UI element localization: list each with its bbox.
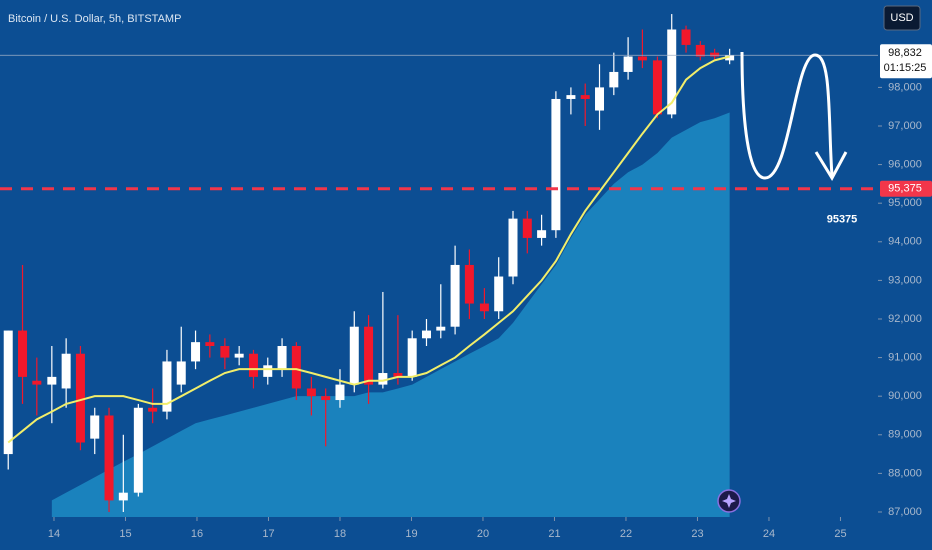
candle-body xyxy=(580,95,590,99)
candle-body xyxy=(205,342,215,347)
forecast-arrow xyxy=(740,51,834,180)
candle-body xyxy=(450,264,460,327)
x-tick-label: 25 xyxy=(834,528,846,540)
candle-body xyxy=(566,95,576,99)
candle-body xyxy=(637,56,647,61)
forecast-arrowhead xyxy=(814,151,848,182)
candle-body xyxy=(104,415,114,501)
x-tick-label: 16 xyxy=(191,528,203,540)
x-tick-label: 20 xyxy=(477,528,489,540)
candle-body xyxy=(32,380,42,385)
candle-body xyxy=(162,361,172,412)
candle-body xyxy=(248,353,258,377)
y-tick-label: 89,000 xyxy=(888,429,922,441)
y-tick-label: 97,000 xyxy=(888,120,922,132)
candle-body xyxy=(321,396,331,401)
x-tick-label: 17 xyxy=(262,528,274,540)
candle-body xyxy=(234,353,244,358)
candle-body xyxy=(623,56,633,72)
x-tick-label: 14 xyxy=(48,528,60,540)
candle-body xyxy=(494,276,504,312)
candle-body xyxy=(667,29,677,115)
candle-body xyxy=(436,326,446,331)
candle-body xyxy=(191,342,201,362)
x-tick-label: 21 xyxy=(548,528,560,540)
currency-label[interactable]: USD xyxy=(890,12,913,24)
candle-body xyxy=(18,330,28,377)
candle-body xyxy=(75,353,85,443)
moving-average-line xyxy=(7,55,730,444)
candle-body xyxy=(393,373,403,377)
chart-title: Bitcoin / U.S. Dollar, 5h, BITSTAMP xyxy=(8,13,181,25)
area xyxy=(51,112,730,517)
candle-body xyxy=(148,407,158,412)
y-tick-label: 96,000 xyxy=(888,158,922,170)
candle-body xyxy=(291,346,301,389)
candle-body xyxy=(464,264,474,304)
y-tick-label: 88,000 xyxy=(888,467,922,479)
x-tick-label: 19 xyxy=(405,528,417,540)
x-tick-label: 15 xyxy=(119,528,131,540)
candle-body xyxy=(537,230,547,238)
y-tick-label: 93,000 xyxy=(888,274,922,286)
candle-body xyxy=(277,346,287,370)
y-tick-label: 91,000 xyxy=(888,351,922,363)
candle-body xyxy=(349,326,359,385)
candle-body xyxy=(90,415,100,439)
candle-body xyxy=(710,52,720,57)
candle-body xyxy=(118,492,128,501)
candle-body xyxy=(551,98,561,231)
candle-body xyxy=(364,326,374,385)
candle-body xyxy=(335,384,345,401)
candle-body xyxy=(133,407,143,493)
y-tick-label: 94,000 xyxy=(888,236,922,248)
annotation: 95375 xyxy=(827,214,858,226)
x-tick-label: 23 xyxy=(691,528,703,540)
candle-body xyxy=(407,338,417,377)
candle-body xyxy=(421,330,431,339)
event-icon-star[interactable] xyxy=(722,494,736,508)
candle-body xyxy=(3,330,13,455)
candle-body xyxy=(378,373,388,385)
candle-body xyxy=(595,87,605,111)
y-tick-label: 87,000 xyxy=(888,506,922,518)
currency-button[interactable] xyxy=(883,5,921,31)
candle-body xyxy=(508,218,518,277)
candle-body xyxy=(652,60,662,115)
y-tick-label: 92,000 xyxy=(888,313,922,325)
candle-body xyxy=(522,218,532,238)
candle-body xyxy=(306,388,316,397)
candle-body xyxy=(220,346,230,358)
level-label: 95,375 xyxy=(888,183,922,195)
candle-body xyxy=(263,365,273,377)
x-tick-label: 18 xyxy=(334,528,346,540)
x-tick-label: 22 xyxy=(620,528,632,540)
candle-body xyxy=(725,55,735,61)
countdown-label: 01:15:25 xyxy=(884,62,927,74)
y-tick-label: 95,000 xyxy=(888,197,922,209)
candle-body xyxy=(681,29,691,45)
candle-body xyxy=(695,44,705,57)
candle-body xyxy=(176,361,186,385)
candle-body xyxy=(47,376,57,385)
last-price-box xyxy=(880,44,932,79)
level-box xyxy=(880,180,932,197)
y-tick-label: 90,000 xyxy=(888,390,922,402)
candle-body xyxy=(61,353,71,389)
last-price-label: 98,832 xyxy=(888,47,922,59)
candle-body xyxy=(479,303,489,312)
candle-body xyxy=(609,71,619,88)
x-tick-label: 24 xyxy=(763,528,775,540)
y-tick-label: 98,000 xyxy=(888,81,922,93)
